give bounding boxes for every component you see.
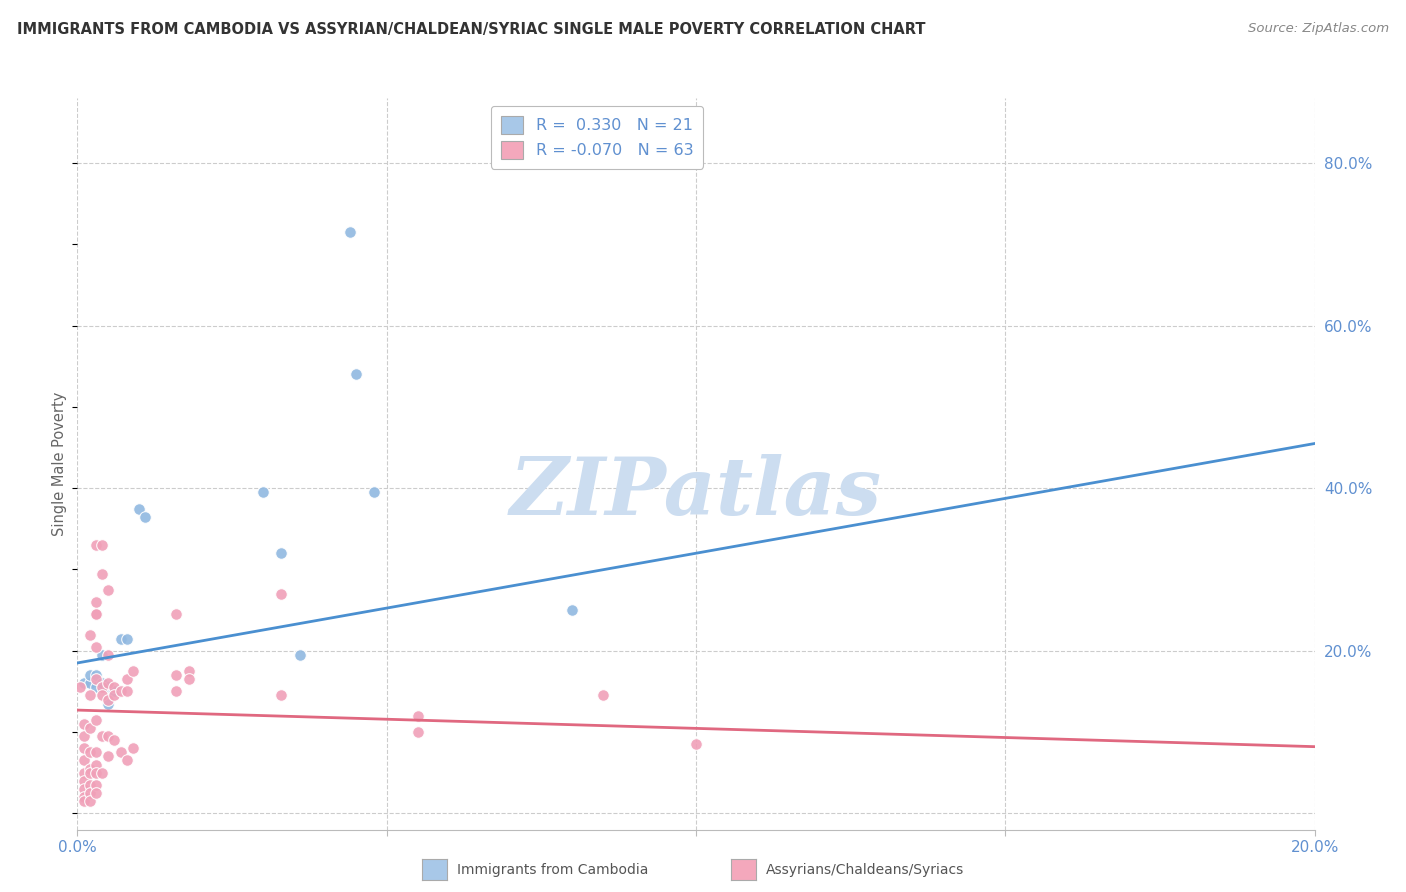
Point — [97, 729, 120, 743]
Point — [84, 595, 107, 609]
Point — [84, 765, 107, 780]
Point — [97, 697, 120, 711]
Point — [128, 501, 150, 516]
Point — [72, 781, 94, 796]
Point — [79, 794, 101, 808]
Point — [79, 721, 101, 735]
Point — [110, 745, 132, 759]
Point — [592, 689, 614, 703]
Point — [122, 741, 145, 756]
Point — [339, 225, 361, 239]
Point — [115, 684, 138, 698]
Point — [72, 794, 94, 808]
Point — [165, 684, 187, 698]
Point — [165, 607, 187, 622]
Point — [91, 689, 114, 703]
Point — [97, 676, 120, 690]
Point — [72, 741, 94, 756]
Point — [103, 684, 125, 698]
Point — [84, 668, 107, 682]
Point — [84, 640, 107, 654]
Point — [84, 745, 107, 759]
Point — [97, 681, 120, 695]
Point — [79, 627, 101, 641]
Point — [406, 725, 429, 739]
Point — [115, 754, 138, 768]
Point — [91, 538, 114, 552]
Point — [72, 765, 94, 780]
Point — [84, 713, 107, 727]
Point — [363, 485, 385, 500]
Y-axis label: Single Male Poverty: Single Male Poverty — [52, 392, 67, 536]
Point — [79, 778, 101, 792]
Point — [288, 648, 311, 662]
Legend: R =  0.330   N = 21, R = -0.070   N = 63: R = 0.330 N = 21, R = -0.070 N = 63 — [491, 106, 703, 169]
Point — [91, 681, 114, 695]
Point — [97, 692, 120, 706]
Point — [91, 765, 114, 780]
Point — [72, 717, 94, 731]
Point — [84, 681, 107, 695]
Point — [561, 603, 583, 617]
Point — [122, 664, 145, 678]
Point — [79, 676, 101, 690]
Point — [115, 672, 138, 686]
Point — [72, 754, 94, 768]
Point — [91, 648, 114, 662]
Point — [72, 676, 94, 690]
Point — [685, 737, 707, 751]
Point — [91, 729, 114, 743]
Point — [97, 648, 120, 662]
Point — [84, 607, 107, 622]
Point — [72, 773, 94, 788]
Point — [84, 778, 107, 792]
Point — [97, 749, 120, 764]
Point — [69, 681, 91, 695]
Point — [79, 762, 101, 776]
Point — [406, 708, 429, 723]
Text: Assyrians/Chaldeans/Syriacs: Assyrians/Chaldeans/Syriacs — [766, 863, 965, 877]
Point — [103, 733, 125, 747]
Point — [177, 664, 200, 678]
Text: Immigrants from Cambodia: Immigrants from Cambodia — [457, 863, 648, 877]
Point — [103, 681, 125, 695]
Point — [79, 745, 101, 759]
Point — [72, 729, 94, 743]
Point — [72, 790, 94, 805]
Point — [165, 668, 187, 682]
Point — [270, 587, 292, 601]
Point — [110, 632, 132, 646]
Point — [270, 689, 292, 703]
Point — [79, 668, 101, 682]
Point — [79, 765, 101, 780]
Point — [97, 582, 120, 597]
Point — [344, 368, 367, 382]
Point — [91, 566, 114, 581]
Point — [84, 786, 107, 800]
Point — [110, 684, 132, 698]
Point — [84, 538, 107, 552]
Point — [270, 546, 292, 560]
Point — [177, 672, 200, 686]
Point — [115, 632, 138, 646]
Point — [134, 509, 156, 524]
Text: Source: ZipAtlas.com: Source: ZipAtlas.com — [1249, 22, 1389, 36]
Point — [84, 672, 107, 686]
Point — [84, 607, 107, 622]
Point — [79, 689, 101, 703]
Text: IMMIGRANTS FROM CAMBODIA VS ASSYRIAN/CHALDEAN/SYRIAC SINGLE MALE POVERTY CORRELA: IMMIGRANTS FROM CAMBODIA VS ASSYRIAN/CHA… — [17, 22, 925, 37]
Text: ZIPatlas: ZIPatlas — [510, 454, 882, 532]
Point — [103, 689, 125, 703]
Point — [91, 676, 114, 690]
Point — [79, 786, 101, 800]
Point — [252, 485, 274, 500]
Point — [84, 757, 107, 772]
